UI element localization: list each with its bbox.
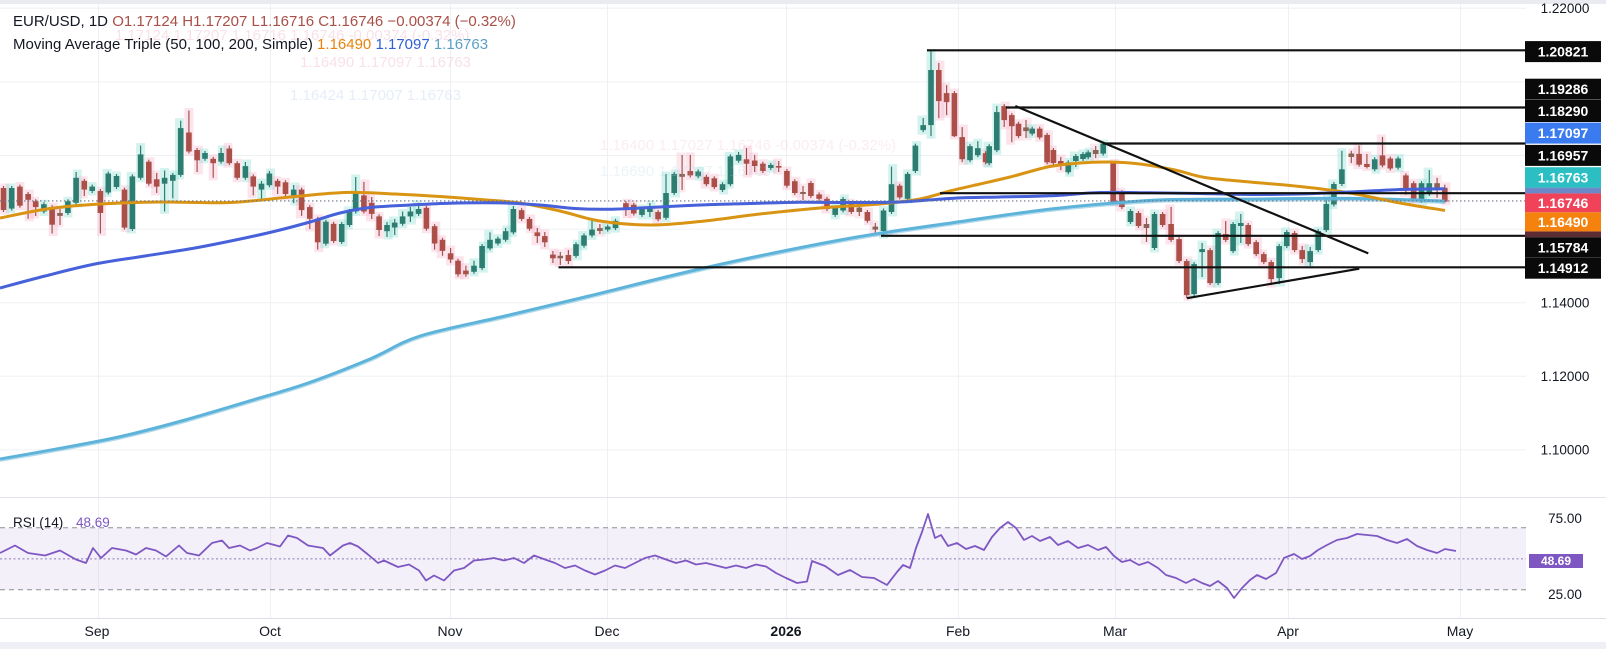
svg-text:1.16424 1.17007 1.16763: 1.16424 1.17007 1.16763	[290, 87, 461, 104]
svg-text:Moving Average Triple (50, 100: Moving Average Triple (50, 100, 200, Sim…	[13, 36, 488, 53]
svg-text:Nov: Nov	[438, 623, 463, 639]
svg-text:RSI (14): RSI (14)	[13, 515, 63, 530]
svg-text:Oct: Oct	[259, 623, 281, 639]
svg-text:1.16746: 1.16746	[1538, 195, 1589, 211]
svg-text:48.69: 48.69	[1541, 554, 1571, 568]
svg-text:Apr: Apr	[1277, 623, 1299, 639]
svg-text:Sep: Sep	[85, 623, 110, 639]
svg-text:Dec: Dec	[595, 623, 620, 639]
svg-text:1.17124 1.17207 1.16716: 1.17124 1.17207 1.16716 1.16746 -0.00374…	[115, 27, 469, 44]
svg-text:1.20821: 1.20821	[1538, 44, 1589, 60]
svg-text:1.17097: 1.17097	[1538, 125, 1589, 141]
svg-text:1.19286: 1.19286	[1538, 81, 1589, 97]
svg-text:25.00: 25.00	[1548, 587, 1582, 602]
svg-text:May: May	[1447, 623, 1473, 639]
svg-text:2026: 2026	[770, 623, 801, 639]
svg-text:48.69: 48.69	[76, 515, 110, 530]
svg-text:1.14912: 1.14912	[1538, 260, 1589, 276]
svg-text:1.22000: 1.22000	[1541, 1, 1590, 16]
svg-text:EUR/USD, 1D O1.17124 H1.1720: EUR/USD, 1D O1.17124 H1.17207 L1.16716 C…	[13, 13, 516, 30]
svg-text:1.15784: 1.15784	[1538, 239, 1589, 255]
svg-text:1.16957: 1.16957	[1538, 147, 1589, 163]
svg-text:1.16400 1.17027 1.16746 -: 1.16400 1.17027 1.16746 -0.00374 (-0.32%…	[600, 137, 896, 154]
svg-text:Mar: Mar	[1103, 623, 1127, 639]
svg-text:1.12000: 1.12000	[1541, 369, 1590, 384]
svg-text:Feb: Feb	[946, 623, 970, 639]
svg-text:1.16490 1.17097 1.16763: 1.16490 1.17097 1.16763	[300, 54, 471, 71]
svg-text:1.16763: 1.16763	[1538, 169, 1589, 185]
svg-text:1.14000: 1.14000	[1541, 296, 1590, 311]
svg-text:1.18290: 1.18290	[1538, 103, 1589, 119]
svg-text:1.16490: 1.16490	[1538, 214, 1589, 230]
svg-text:1.10000: 1.10000	[1541, 443, 1590, 458]
svg-text:75.00: 75.00	[1548, 511, 1582, 526]
svg-text:1.16690 1.17027 1.16763: 1.16690 1.17027 1.16763	[600, 163, 771, 180]
